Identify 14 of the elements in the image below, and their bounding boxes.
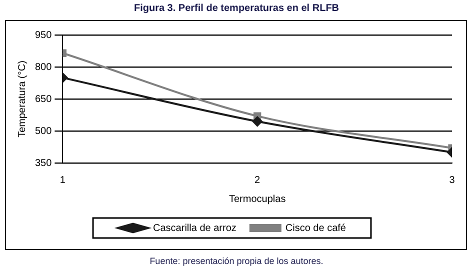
y-tick-label: 500	[34, 126, 52, 137]
x-axis-title: Termocuplas	[228, 194, 286, 205]
y-tick-label: 950	[34, 30, 52, 41]
chart-title: Figura 3. Perfil de temperaturas en el RLFB	[132, 3, 340, 14]
source-note: Fuente: presentación propia de los autores.	[148, 256, 324, 266]
x-tick-label: 3	[449, 174, 456, 186]
legend-label: Cascarilla de arroz	[153, 222, 236, 234]
x-tick-label: 2	[254, 174, 261, 186]
y-tick-label: 350	[34, 158, 52, 169]
y-tick-label: 650	[34, 94, 52, 105]
legend-label: Cisco de café	[285, 222, 346, 234]
x-tick-label: 1	[60, 174, 66, 186]
y-tick-label: 800	[34, 62, 52, 73]
y-axis-title: Temperatura (°C)	[16, 60, 28, 138]
